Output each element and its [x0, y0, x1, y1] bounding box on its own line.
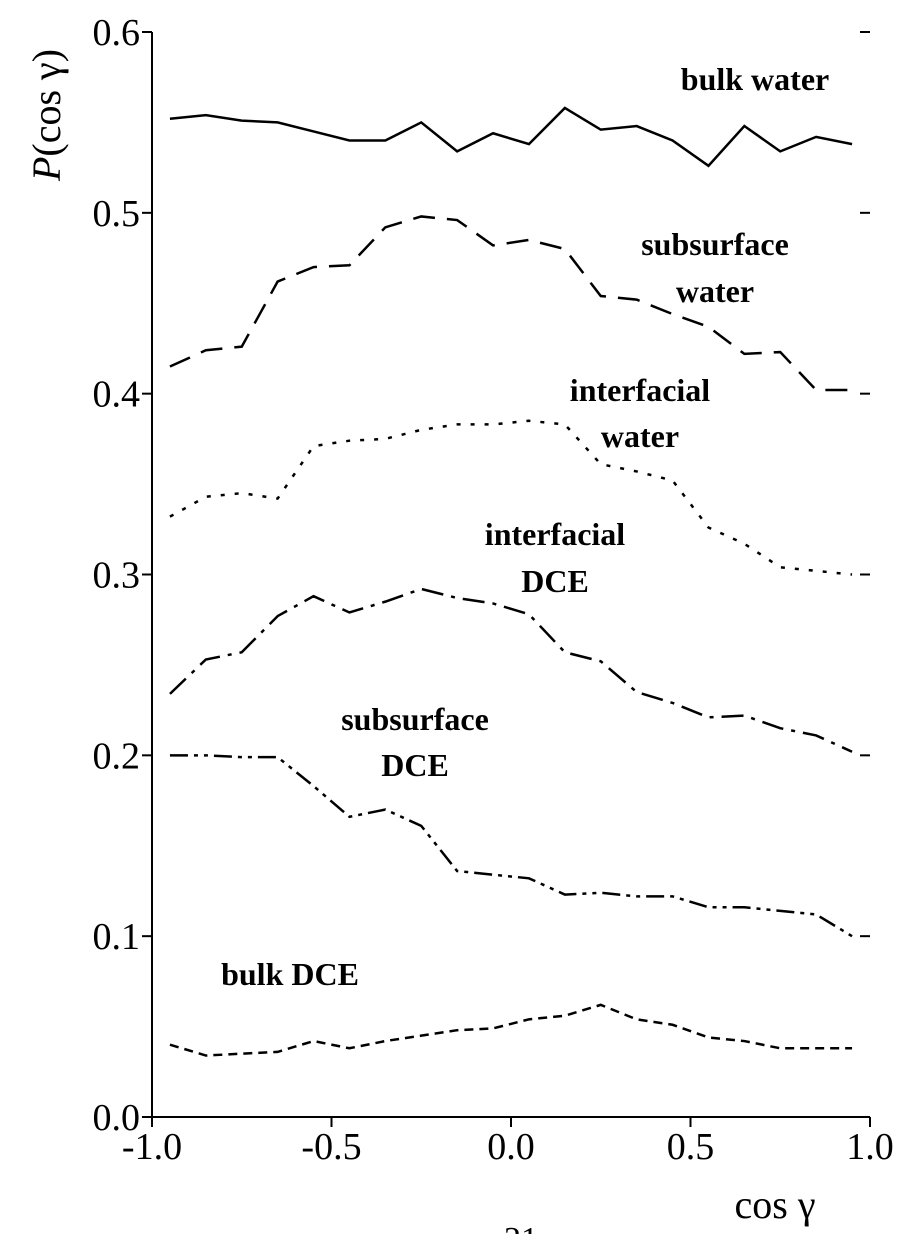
x-tick-label: 0.0: [487, 1126, 535, 1168]
series-line: [169, 587, 853, 753]
y-axis-label-text: (cos γ): [24, 49, 69, 157]
series-line: [169, 215, 853, 392]
annotation: bulk DCE: [221, 956, 359, 992]
annotation: water: [601, 418, 679, 454]
series-line: [169, 754, 853, 938]
y-tick-label: 0.1: [93, 916, 141, 958]
annotation: bulk water: [681, 61, 829, 97]
y-tick-label: 0.6: [93, 12, 141, 54]
page-number: 21: [504, 1221, 538, 1234]
annotation: DCE: [381, 747, 449, 783]
annotation: DCE: [521, 563, 589, 599]
y-tick-label: 0.5: [93, 193, 141, 235]
annotation: water: [676, 273, 754, 309]
y-tick-label: 0.3: [93, 555, 141, 597]
annotation: subsurface: [341, 701, 489, 737]
y-axis-label: P(cos γ): [24, 49, 69, 182]
annotation: subsurface: [641, 226, 789, 262]
y-tick-label: 0.4: [93, 374, 141, 416]
series-line: [169, 106, 853, 168]
x-tick-label: -0.5: [301, 1126, 361, 1168]
x-tick-label: -1.0: [122, 1126, 182, 1168]
series-line: [169, 1003, 853, 1057]
x-tick-label: 0.5: [667, 1126, 715, 1168]
annotation: interfacial: [485, 516, 626, 552]
y-axis-label-symbol: P: [24, 157, 69, 182]
annotation: interfacial: [570, 372, 711, 408]
y-tick-label: 0.2: [93, 735, 141, 777]
x-axis-label: cos γ: [735, 1182, 816, 1227]
x-tick-label: 1.0: [846, 1126, 894, 1168]
y-tick-label: 0.0: [93, 1097, 141, 1139]
